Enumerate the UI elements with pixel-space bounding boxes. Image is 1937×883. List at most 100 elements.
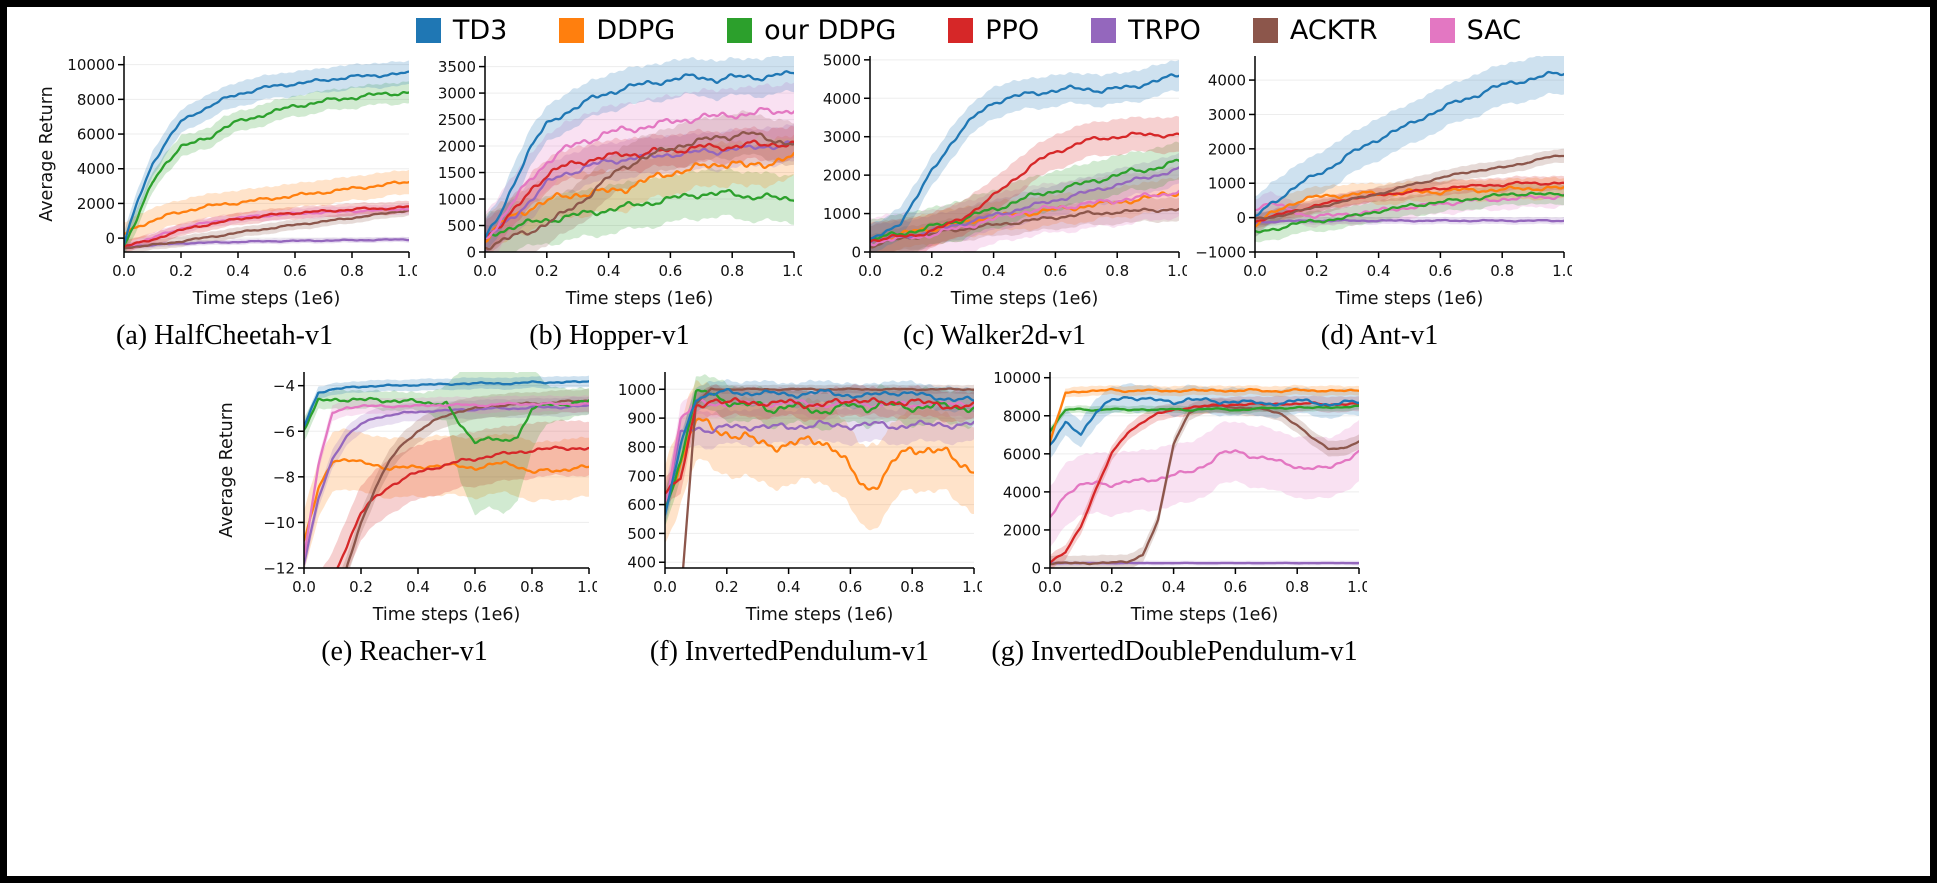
x-tick-label: 0.0 [858,262,882,280]
series-band-ppo [870,115,1179,252]
caption-a: (a) HalfCheetah-v1 [116,320,333,351]
y-tick-label: 8000 [77,91,115,109]
x-tick-label: 0.8 [520,578,544,596]
y-tick-label: 2000 [823,167,861,185]
y-tick-label: −4 [273,377,295,395]
series-band-sac [1050,419,1359,548]
series-line-acktr [124,209,409,250]
series-line-trpo [124,238,409,248]
x-tick-label: 0.8 [720,262,744,280]
series-line-acktr [1255,154,1564,220]
x-tick-label: 0.2 [1100,578,1124,596]
series-line-trpo [665,419,974,508]
series-band-sac [485,82,794,252]
plot-e: 0.0 0.2 0.4 0.6 0.8 1.0 −12 −10 −8 −6 −4 Time steps… [217,372,597,625]
x-axis-label: Time steps (1e6) [1335,289,1484,309]
y-tick-label: −1000 [1195,244,1246,262]
x-tick-label: 0.8 [340,262,364,280]
x-axis-label: Time steps (1e6) [565,289,714,309]
series-line-sac [304,401,589,559]
series-band-our-ddpg [665,374,974,527]
series-line-td3 [870,73,1179,240]
legend-swatch-td3 [415,18,441,43]
y-tick-label: 4000 [823,90,861,108]
subplot-b: 0.0 0.2 0.4 0.6 0.8 1.0 0 500 1000 1500 2000 2500 30… [417,46,802,352]
series-line-ppo [870,131,1179,243]
y-tick-label: 6000 [77,126,115,144]
caption-d: (d) Ant-v1 [1320,320,1439,351]
series-line-our-ddpg [1255,191,1564,234]
subplot-f: 0.0 0.2 0.4 0.6 0.8 1.0 400 500 600 700 800 900 1000… [597,362,982,668]
series-band-sac [124,203,409,251]
y-tick-label: 400 [627,554,656,572]
caption-c: (c) Walker2d-v1 [902,320,1087,351]
plot-b: 0.0 0.2 0.4 0.6 0.8 1.0 0 500 1000 1500 2000 2500 30… [438,56,802,309]
x-tick-label: 0.8 [1285,578,1309,596]
series-line-sac [124,207,409,247]
caption-e: (e) Reacher-v1 [321,636,488,667]
subplot-e: 0.0 0.2 0.4 0.6 0.8 1.0 −12 −10 −8 −6 −4 Time steps… [212,362,597,668]
series-band-acktr [870,197,1179,252]
series-band-trpo [485,124,794,252]
y-tick-label: 1000 [618,381,656,399]
y-tick-label: 3000 [438,85,476,103]
x-tick-label: 0.6 [1428,262,1452,280]
legend-swatch-our-ddpg [727,18,753,43]
x-axis-label: Time steps (1e6) [950,289,1099,309]
series-line-ddpg [1050,387,1359,444]
caption-f: (f) InvertedPendulum-v1 [649,636,930,667]
series-line-ddpg [485,151,794,243]
series-line-acktr [485,131,794,251]
y-tick-label: 2000 [438,138,476,156]
x-tick-label: 0.2 [535,262,559,280]
subplot-c: 0.0 0.2 0.4 0.6 0.8 1.0 0 1000 2000 3000 4000 5000 T… [802,46,1187,352]
x-tick-label: 1.0 [1347,578,1367,596]
x-tick-label: 0.8 [1490,262,1514,280]
series-line-ddpg [124,180,409,236]
legend-swatch-ddpg [559,18,585,43]
series-band-our-ddpg [485,167,794,252]
series-band-td3 [304,375,589,432]
x-tick-label: 0.4 [597,262,621,280]
series-line-ddpg [665,417,974,505]
y-tick-label: 0 [105,230,115,248]
y-tick-label: 2500 [438,111,476,129]
y-tick-label: 3000 [1208,106,1246,124]
series-line-sac [485,106,794,240]
legend-swatch-trpo [1091,18,1117,43]
series-line-ppo [665,397,974,495]
legend-swatch-sac [1429,18,1455,43]
series-band-ppo [485,125,794,252]
y-tick-label: 8000 [1003,407,1041,425]
y-tick-label: 3500 [438,58,476,76]
x-tick-label: 0.2 [1305,262,1329,280]
y-tick-label: 6000 [1003,445,1041,463]
y-tick-label: 10000 [67,56,115,74]
series-band-ddpg [665,380,974,544]
legend-item-ppo: PPO [948,17,1039,44]
legend-label: PPO [985,15,1040,46]
y-tick-label: 0 [466,244,476,262]
series-line-our-ddpg [485,189,794,238]
series-line-sac [1255,193,1564,219]
legend-label: TRPO [1128,15,1201,46]
series-line-our-ddpg [870,158,1179,242]
series-band-ppo [124,200,409,252]
x-axis-label: Time steps (1e6) [192,289,341,309]
legend-label: ACKTR [1289,15,1378,46]
y-tick-label: 0 [851,244,861,262]
y-tick-label: 900 [627,410,656,428]
series-line-ppo [1050,401,1359,564]
legend-label: our DDPG [764,15,897,46]
legend-label: SAC [1466,15,1522,46]
x-tick-label: 0.6 [463,578,487,596]
y-tick-label: 1500 [438,164,476,182]
x-tick-label: 0.6 [1223,578,1247,596]
series-band-ddpg [485,134,794,252]
x-axis-label: Time steps (1e6) [745,605,894,625]
legend-item-our-ddpg: our DDPG [727,17,896,44]
series-line-ppo [124,205,409,248]
x-tick-label: 1.0 [1552,262,1572,280]
x-tick-label: 0.6 [283,262,307,280]
series-line-td3 [304,380,589,428]
